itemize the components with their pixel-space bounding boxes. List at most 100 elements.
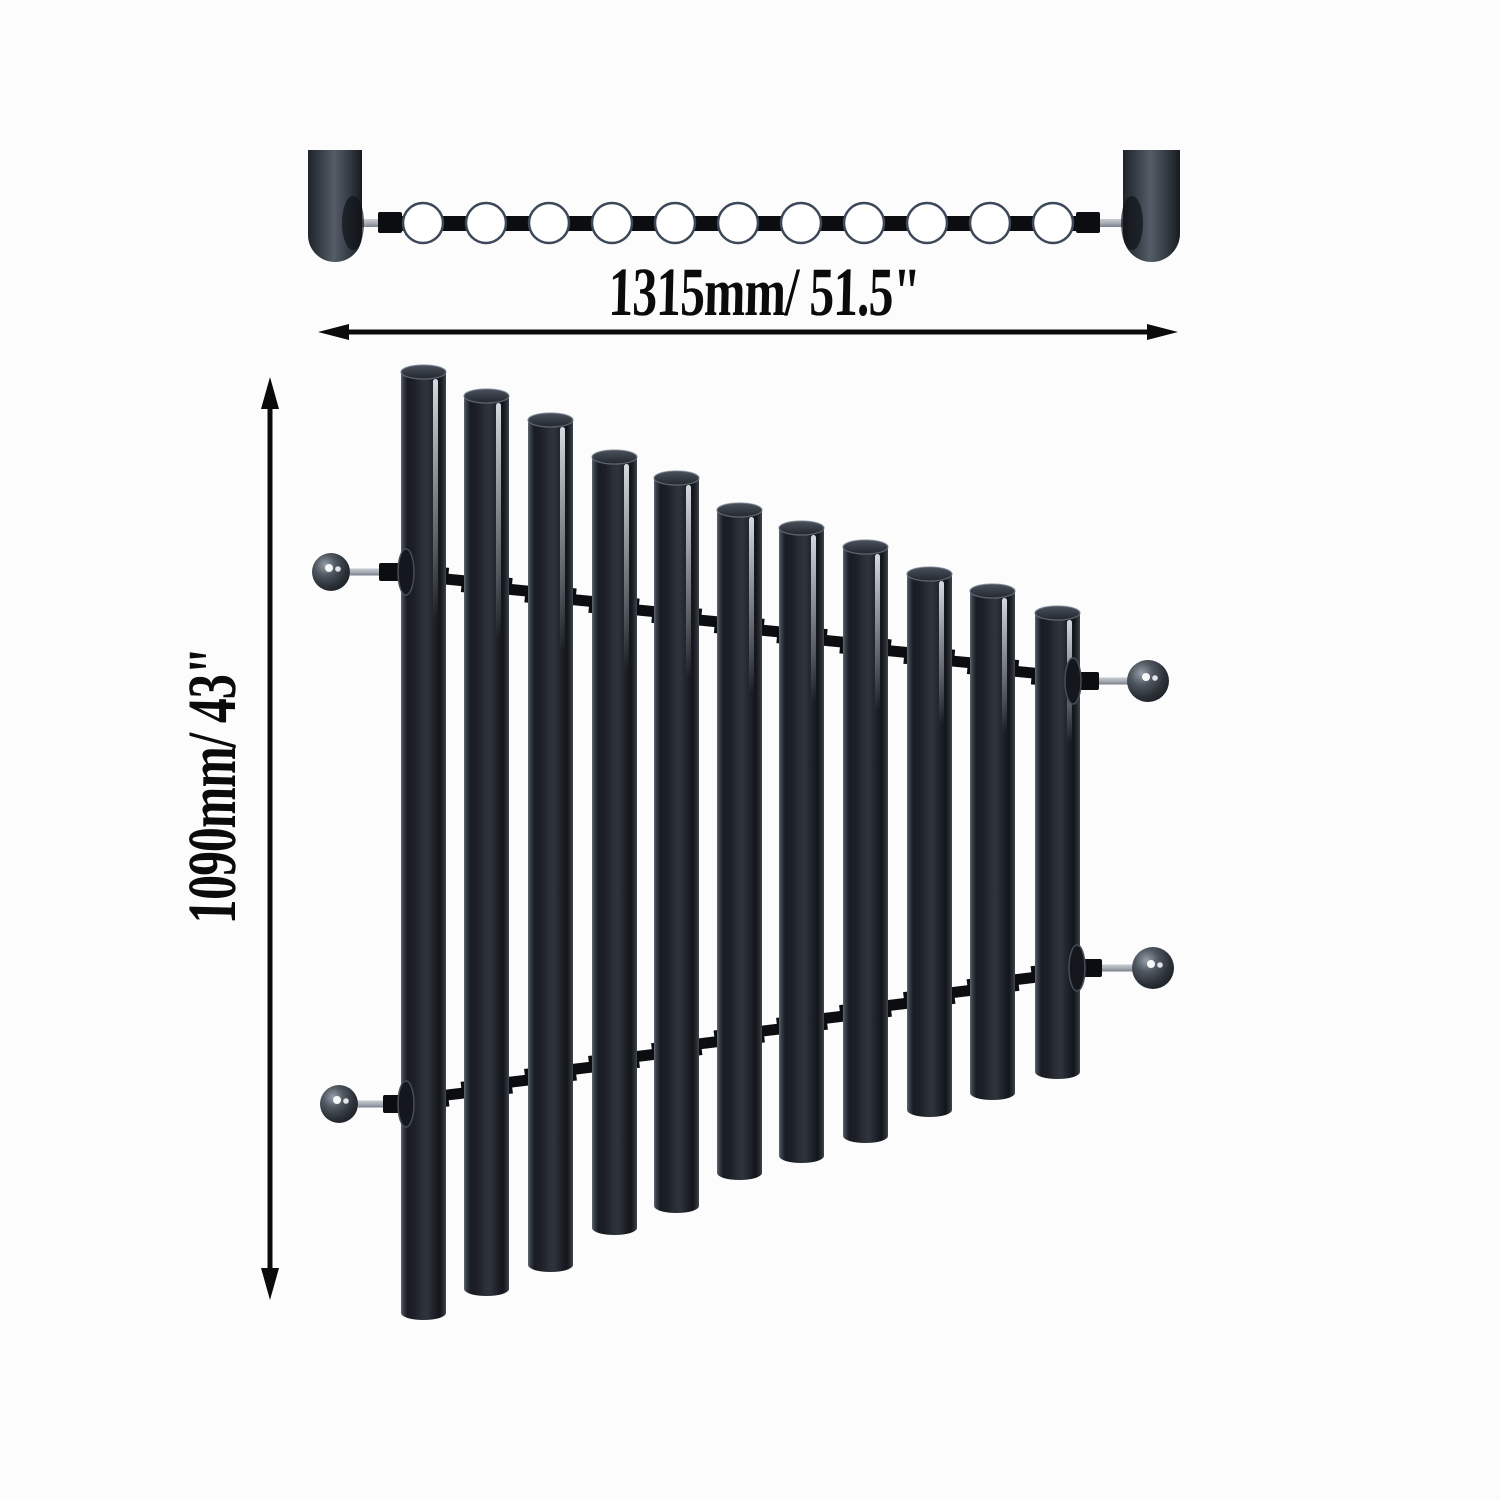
top-view-tube-circle	[779, 201, 823, 245]
dimension-lines	[261, 324, 1178, 1300]
chime-tube	[653, 470, 700, 1213]
mallet-upper-right	[1064, 657, 1169, 705]
chime-tube-bottom	[843, 1129, 888, 1143]
chime-tube-highlight	[433, 379, 438, 619]
chime-tube-top	[400, 364, 447, 380]
height-arrowhead-top	[261, 377, 279, 409]
top-view-tube-circle	[464, 201, 508, 245]
mallet-stick	[1094, 677, 1132, 685]
mallet-lower-left	[320, 1080, 415, 1128]
chime-tube-body	[970, 591, 1015, 1093]
mallet-upper-left	[312, 548, 415, 596]
chime-tube-body	[464, 396, 509, 1289]
chime-tube-bottom	[1035, 1065, 1080, 1079]
chime-tube-bottom	[654, 1199, 699, 1213]
top-view-tube-circle	[968, 201, 1012, 245]
mallet-connector	[379, 563, 403, 581]
mallet-ball-specular	[333, 1096, 341, 1104]
chime-tube-bottom	[779, 1149, 824, 1163]
chime-tube-top	[778, 520, 825, 536]
height-arrowhead-bottom	[261, 1268, 279, 1300]
mallet-ball-specular	[335, 566, 341, 572]
mallet-ball-specular	[325, 564, 333, 572]
chime-tube-top	[1034, 605, 1081, 621]
chime-tube-body	[654, 478, 699, 1206]
chime-tube-highlight	[686, 485, 691, 678]
chime-tube	[400, 364, 447, 1320]
top-view-tube-circle	[905, 201, 949, 245]
chime-tube-top	[653, 470, 700, 486]
height-dimension-label: 1090mm/ 43"	[173, 647, 251, 925]
mallet-ball	[1132, 947, 1174, 989]
top-view-tube-circle	[716, 201, 760, 245]
top-right-cap-socket	[1121, 196, 1143, 250]
chime-tube-top	[969, 583, 1016, 599]
chime-tube-bottom	[464, 1282, 509, 1296]
chime-tube-highlight	[1002, 598, 1007, 733]
chime-tube-bottom	[528, 1258, 573, 1272]
chime-tube-top	[527, 412, 574, 428]
chime-tube	[591, 449, 638, 1235]
width-arrowhead-left	[318, 324, 349, 340]
chime-tube-bottom	[970, 1086, 1015, 1100]
chime-tube-top	[906, 566, 953, 582]
chime-tube-bottom	[401, 1306, 446, 1320]
chime-tube	[463, 388, 510, 1296]
chime-tube	[906, 566, 953, 1117]
mallet-flange	[1064, 657, 1082, 705]
top-view-tube-circle	[842, 201, 886, 245]
chime-tube	[527, 412, 574, 1272]
chime-tube-body	[907, 574, 952, 1110]
chime-tube-body	[843, 547, 888, 1136]
mallet-ball-specular	[1142, 673, 1150, 681]
chime-tube-top	[591, 449, 638, 465]
chime-tube	[716, 502, 763, 1180]
chime-tube-highlight	[939, 581, 944, 724]
mallet-ball	[320, 1085, 358, 1123]
top-view-tube-circle	[401, 201, 445, 245]
chime-tube	[778, 520, 825, 1163]
chime-tube-highlight	[560, 427, 565, 651]
top-right-connector	[1076, 212, 1100, 233]
mallet-lower-right	[1068, 944, 1174, 992]
chime-tube-body	[779, 528, 824, 1156]
mallet-ball	[312, 553, 350, 591]
chime-tube	[969, 583, 1016, 1100]
chime-tube-body	[717, 510, 762, 1173]
chime-tube-highlight	[624, 464, 629, 669]
chime-tube-body	[528, 420, 573, 1265]
mallet-ball-specular	[343, 1098, 349, 1104]
mallet-ball	[1127, 660, 1169, 702]
top-right-stick	[1096, 219, 1132, 227]
chime-tube-top	[842, 539, 889, 555]
chime-tube-highlight	[875, 554, 880, 711]
chime-tube-top	[716, 502, 763, 518]
top-view	[308, 150, 1180, 262]
chime-tube-highlight	[749, 517, 754, 694]
chime-tube-bottom	[717, 1166, 762, 1180]
chime-tube-bottom	[907, 1103, 952, 1117]
front-view	[312, 364, 1174, 1320]
top-view-tube-circle	[1031, 201, 1075, 245]
width-arrowhead-right	[1147, 324, 1178, 340]
mallet-stick	[358, 1100, 388, 1108]
top-view-tube-circle	[590, 201, 634, 245]
mallet-stick	[350, 568, 384, 576]
chime-tube-bottom	[592, 1221, 637, 1235]
top-view-tube-circle	[527, 201, 571, 245]
chime-tube-highlight	[496, 403, 501, 639]
chime-tube-body	[401, 372, 446, 1313]
top-view-tube-circle	[653, 201, 697, 245]
mallet-ball-specular	[1147, 960, 1155, 968]
top-left-connector	[378, 212, 402, 233]
mallet-flange	[397, 1080, 415, 1128]
mallet-ball-specular	[1157, 962, 1163, 968]
width-dimension-label: 1315mm/ 51.5"	[607, 253, 921, 331]
chime-tube-top	[463, 388, 510, 404]
chime-tube-highlight	[811, 535, 816, 702]
mallet-flange	[397, 548, 415, 596]
mallet-ball-specular	[1152, 675, 1158, 681]
chime-tube-body	[592, 457, 637, 1228]
